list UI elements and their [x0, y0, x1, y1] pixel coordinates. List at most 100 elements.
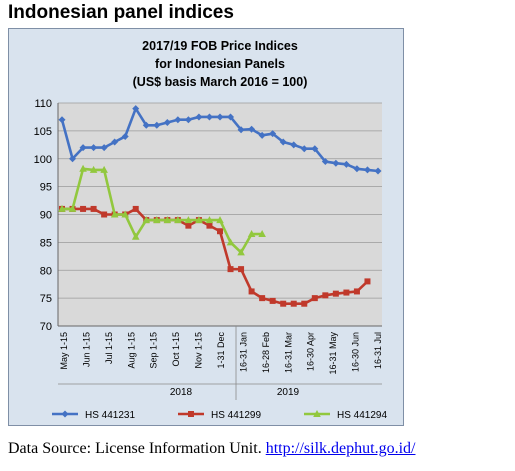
data-point	[301, 300, 308, 307]
y-tick-label: 110	[34, 98, 52, 110]
data-point	[226, 238, 235, 246]
data-point	[332, 290, 339, 297]
data-point	[227, 266, 234, 273]
legend-marker	[188, 411, 194, 417]
year-labels: 2018 2019	[58, 326, 382, 400]
data-point	[311, 295, 318, 302]
data-point	[131, 232, 140, 240]
data-point	[153, 216, 161, 224]
data-point	[227, 113, 235, 121]
data-point	[195, 113, 203, 121]
y-tick-label: 90	[40, 210, 52, 222]
data-point	[342, 160, 350, 168]
x-tick-label: 1-31 Dec	[216, 332, 226, 369]
data-point	[217, 228, 223, 235]
y-tick-label: 80	[40, 265, 52, 277]
data-point	[248, 125, 256, 133]
data-point	[216, 216, 224, 224]
data-point	[174, 216, 182, 224]
x-tick-label: 16-31 Jan	[238, 332, 248, 372]
y-tick-label: 70	[40, 321, 52, 333]
data-point	[142, 121, 150, 129]
data-point	[353, 165, 361, 173]
year-label: 2019	[277, 387, 300, 398]
data-point	[89, 165, 98, 173]
legend-marker	[313, 410, 321, 417]
data-point	[311, 145, 319, 153]
x-tick-label: 16-28 Feb	[261, 332, 271, 373]
data-point	[353, 288, 360, 295]
data-point	[90, 144, 98, 152]
data-point	[90, 205, 97, 212]
data-point	[290, 300, 297, 307]
series-lines	[58, 105, 382, 307]
data-point	[58, 116, 66, 124]
data-point	[258, 131, 266, 139]
data-point	[238, 266, 245, 273]
data-point	[237, 248, 245, 256]
data-point	[205, 113, 213, 121]
y-tick-label: 105	[34, 126, 52, 138]
data-point	[300, 145, 308, 153]
data-point	[163, 119, 171, 127]
data-point	[184, 116, 192, 124]
data-point	[110, 210, 119, 218]
data-point	[279, 138, 287, 146]
data-point	[58, 204, 66, 212]
chart-title: 2017/19 FOB Price Indices	[142, 39, 298, 53]
x-tick-label: May 1-15	[59, 332, 69, 370]
data-point	[280, 300, 287, 307]
data-point	[174, 116, 182, 124]
series-hs-441231	[58, 105, 382, 175]
data-point	[79, 164, 87, 172]
legend-label: HS 441299	[211, 410, 261, 421]
chart-subtitle: for Indonesian Panels	[155, 57, 285, 71]
data-point	[343, 289, 350, 296]
data-point	[374, 167, 382, 175]
legend-label: HS 441294	[337, 410, 387, 421]
data-point	[290, 141, 298, 149]
data-point	[195, 216, 203, 224]
data-point	[269, 130, 277, 138]
data-point	[121, 132, 129, 140]
x-tick-label: Nov 1-15	[194, 332, 204, 369]
legend-marker	[61, 410, 69, 418]
data-point	[100, 144, 108, 152]
data-point	[247, 230, 256, 238]
data-point	[184, 216, 193, 224]
page-heading: Indonesian panel indices	[8, 2, 234, 23]
data-point	[248, 288, 255, 295]
data-point	[205, 216, 214, 224]
data-point	[153, 121, 161, 129]
series-hs-441294	[58, 164, 266, 256]
data-point	[80, 205, 87, 212]
year-label: 2018	[170, 387, 193, 398]
data-point	[259, 295, 266, 302]
data-point	[68, 204, 77, 212]
data-point	[269, 297, 276, 304]
x-tick-label: Jun 1-15	[81, 332, 91, 367]
data-point	[206, 222, 213, 229]
x-tick-label: 16-30 Apr	[306, 332, 316, 371]
chart-basis-note: (US$ basis March 2016 = 100)	[133, 75, 308, 89]
data-point	[363, 166, 371, 174]
data-point	[322, 292, 329, 299]
data-source-text: Data Source: License Information Unit.	[8, 440, 266, 457]
data-point	[142, 216, 151, 224]
y-tick-label: 95	[40, 182, 52, 194]
x-tick-label: 16-31 May	[328, 332, 338, 375]
x-tick-label: 16-30 Jun	[351, 332, 361, 372]
data-point	[101, 211, 108, 218]
x-tick-label: Aug 1-15	[126, 332, 136, 369]
x-tick-label: 16-31 Jul	[373, 332, 383, 369]
data-source-link[interactable]: http://silk.dephut.go.id/	[265, 440, 416, 457]
data-point	[111, 138, 119, 146]
x-tick-label: Jul 1-15	[104, 332, 114, 364]
data-point	[321, 158, 329, 166]
x-tick-label: Sep 1-15	[149, 332, 159, 369]
legend: HS 441231 HS 441299 HS 441294	[52, 410, 387, 421]
y-axis-ticks: 70 75 80 85 90 95 100 105 110	[34, 98, 52, 333]
data-point	[332, 159, 340, 167]
data-point	[163, 216, 172, 224]
x-tick-label: 16-31 Mar	[283, 332, 293, 373]
